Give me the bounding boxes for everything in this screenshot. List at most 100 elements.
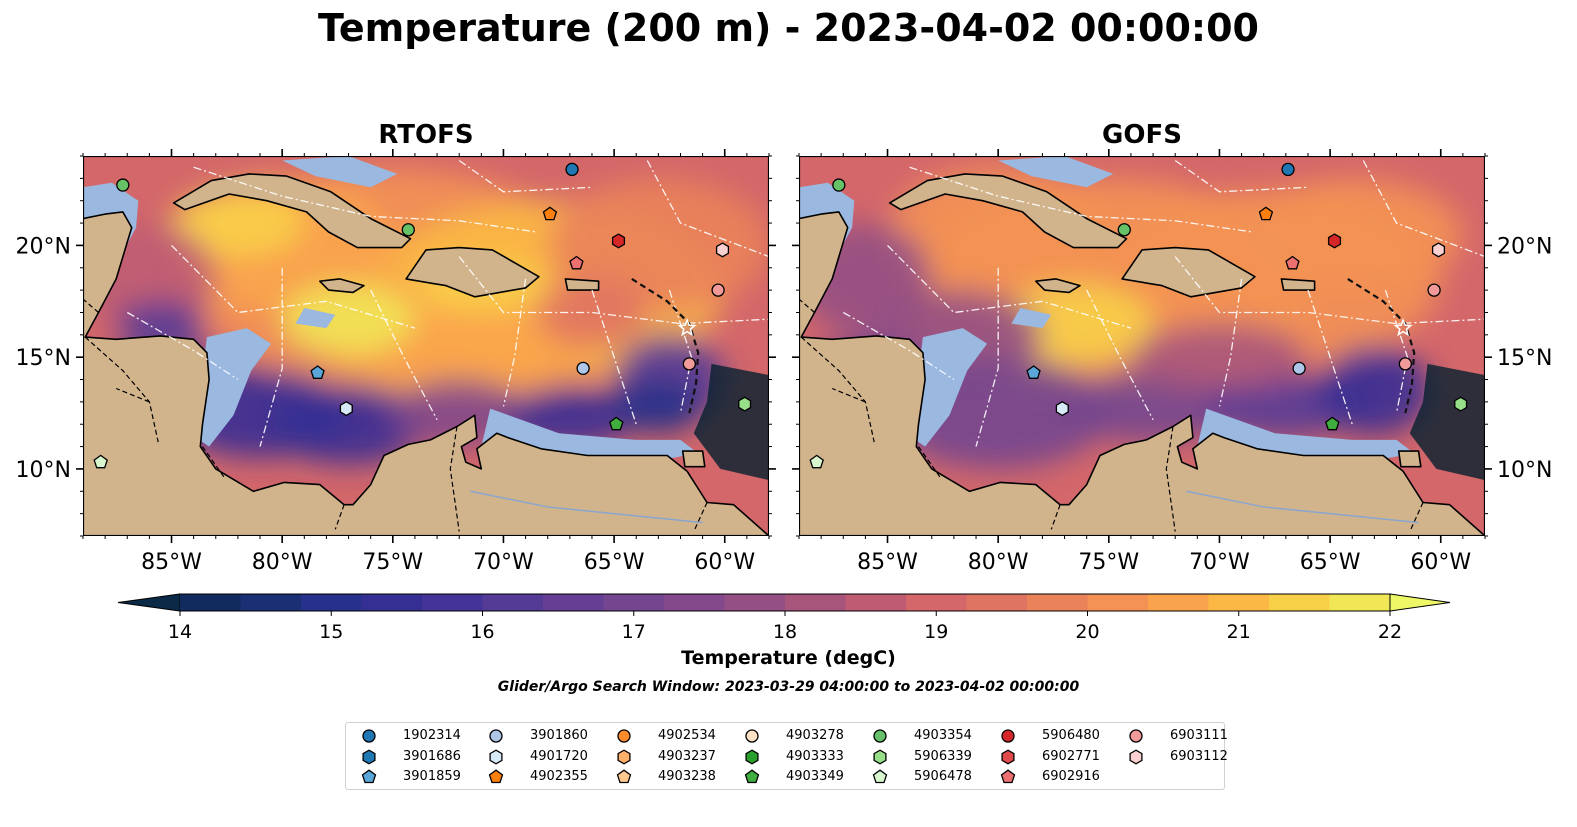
colorbar-segment bbox=[1329, 594, 1391, 611]
lon-tick-label: 80°W bbox=[968, 550, 1029, 575]
land-jamaica bbox=[1035, 278, 1081, 294]
float-marker bbox=[1055, 401, 1069, 417]
shelf-jambank bbox=[1011, 308, 1052, 329]
colorbar-tick-label: 21 bbox=[1227, 621, 1251, 643]
legend-label: 6903112 bbox=[1170, 749, 1228, 764]
lon-tick-label: 75°W bbox=[1078, 550, 1139, 575]
eez-boundary bbox=[171, 244, 416, 329]
float-marker bbox=[711, 283, 725, 297]
legend-label: 6903111 bbox=[1170, 728, 1228, 743]
map-panel-rtofs bbox=[83, 156, 769, 536]
float-marker bbox=[1117, 223, 1131, 237]
atlantic-deep-water bbox=[1409, 363, 1485, 481]
land-hispaniola bbox=[1121, 246, 1256, 298]
pentagon-marker-icon bbox=[616, 769, 632, 784]
country-border bbox=[918, 446, 942, 479]
legend-label: 5906339 bbox=[914, 749, 972, 764]
pentagon-marker-icon bbox=[872, 769, 888, 784]
figure-title: Temperature (200 m) - 2023-04-02 00:00:0… bbox=[317, 6, 1259, 50]
colorbar-segment bbox=[1208, 594, 1270, 611]
hexagon-marker-icon bbox=[1001, 749, 1015, 765]
shelf-bahamas bbox=[282, 156, 398, 188]
lon-tick-label: 60°W bbox=[1410, 550, 1471, 575]
colorbar-segment bbox=[361, 594, 423, 611]
legend-label: 1902314 bbox=[403, 728, 461, 743]
country-border bbox=[1050, 504, 1061, 530]
atlantic-deep-water bbox=[693, 363, 769, 481]
float-marker bbox=[565, 162, 579, 177]
float-marker bbox=[542, 206, 558, 221]
colorbar-segment bbox=[482, 594, 544, 611]
panel-title-rtofs: RTOFS bbox=[378, 120, 474, 150]
legend-label: 5906478 bbox=[914, 769, 972, 784]
colorbar-tick-label: 22 bbox=[1378, 621, 1402, 643]
pentagon-marker-icon bbox=[488, 769, 504, 784]
hexagon-marker-icon bbox=[1129, 749, 1143, 765]
panel-title-gofs: GOFS bbox=[1102, 120, 1182, 150]
river-orinoco bbox=[1186, 490, 1419, 524]
circle-marker-icon bbox=[1001, 729, 1015, 743]
circle-marker-icon bbox=[617, 729, 631, 743]
float-marker bbox=[1398, 357, 1412, 371]
float-marker bbox=[310, 365, 325, 379]
legend-label: 4903333 bbox=[786, 749, 844, 764]
legend-label: 6902771 bbox=[1042, 749, 1100, 764]
lat-tick-label: 15°N bbox=[16, 346, 71, 371]
eez-boundary bbox=[975, 267, 999, 447]
country-border bbox=[334, 504, 345, 530]
land-cuba bbox=[172, 173, 412, 249]
colorbar-tick-label: 19 bbox=[924, 621, 948, 643]
hexagon-marker-icon bbox=[362, 749, 376, 765]
shelf-jambank bbox=[295, 308, 336, 329]
colorbar-tick-label: 14 bbox=[168, 621, 192, 643]
hexagon-marker-icon bbox=[362, 749, 376, 765]
float-marker bbox=[1454, 396, 1468, 412]
hexagon-marker-icon bbox=[873, 749, 887, 765]
colorbar-segment bbox=[422, 594, 483, 611]
legend-label: 4901720 bbox=[530, 749, 588, 764]
shelf-bahamas bbox=[998, 156, 1114, 188]
lon-tick-label: 75°W bbox=[362, 550, 423, 575]
float-marker bbox=[569, 255, 584, 270]
country-border bbox=[1409, 502, 1424, 532]
float-marker bbox=[1258, 206, 1274, 221]
circle-marker-icon bbox=[873, 729, 887, 743]
circle-marker-icon bbox=[362, 729, 376, 743]
eez-boundary bbox=[887, 244, 1132, 329]
shelf-nicaragua bbox=[911, 328, 988, 447]
float-marker bbox=[1427, 283, 1441, 297]
eez-boundary bbox=[458, 256, 769, 325]
land-trinidad bbox=[681, 450, 706, 468]
eez-boundary bbox=[842, 311, 955, 381]
colorbar-segment bbox=[845, 594, 907, 611]
country-border bbox=[800, 336, 875, 443]
hexagon-marker-icon bbox=[745, 749, 759, 765]
country-border bbox=[693, 502, 708, 532]
country-border bbox=[115, 387, 150, 403]
hexagon-marker-icon bbox=[1129, 749, 1143, 765]
glider-star-marker bbox=[677, 318, 697, 337]
colorbar-tick-label: 15 bbox=[319, 621, 343, 643]
map-frame bbox=[799, 156, 1485, 536]
colorbar-segment bbox=[1148, 594, 1209, 611]
hexagon-marker-icon bbox=[489, 749, 503, 765]
colorbar-extend-max bbox=[1389, 593, 1451, 612]
colorbar-tick-label: 20 bbox=[1075, 621, 1099, 643]
float-marker bbox=[1325, 416, 1340, 431]
land-hispaniola bbox=[405, 246, 540, 298]
float-marker bbox=[93, 454, 108, 469]
eez-boundary bbox=[646, 160, 769, 258]
temperature-field bbox=[799, 167, 1463, 469]
circle-marker-icon bbox=[873, 729, 887, 743]
colorbar-segment bbox=[664, 594, 725, 611]
pentagon-marker-icon bbox=[744, 769, 760, 784]
circle-marker-icon bbox=[1001, 729, 1015, 743]
float-marker bbox=[809, 454, 824, 469]
float-marker bbox=[1292, 361, 1306, 376]
land-puertorico bbox=[564, 278, 600, 291]
eez-boundary bbox=[591, 289, 637, 425]
legend-label: 5906480 bbox=[1042, 728, 1100, 743]
lat-tick-label: 20°N bbox=[16, 234, 71, 259]
circle-marker-icon bbox=[362, 729, 376, 743]
float-marker bbox=[611, 233, 626, 249]
